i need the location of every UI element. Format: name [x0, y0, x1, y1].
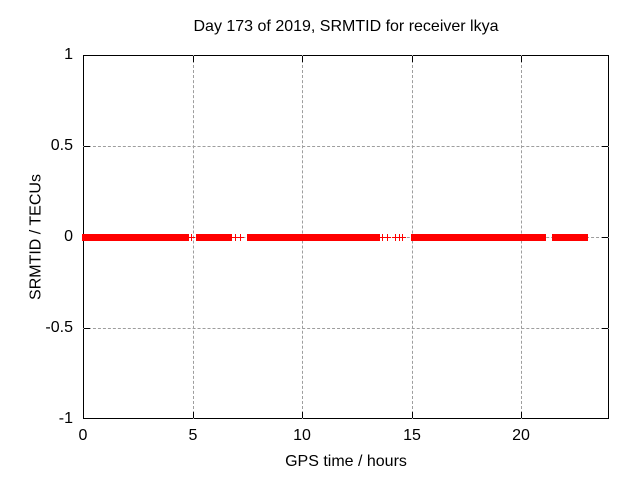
data-segment	[247, 234, 283, 241]
data-point-marker	[237, 234, 244, 241]
axis-tick	[521, 412, 522, 418]
y-tick-label: 0.5	[50, 137, 73, 154]
x-tick-label: 15	[403, 427, 421, 444]
data-point-marker	[384, 234, 391, 241]
data-point-marker	[232, 234, 239, 241]
gridline-horizontal	[83, 146, 609, 147]
axis-tick	[521, 56, 522, 62]
data-segment	[196, 234, 219, 241]
axis-tick	[84, 328, 90, 329]
axis-tick	[412, 412, 413, 418]
x-tick-label: 0	[78, 427, 88, 444]
axis-tick	[302, 56, 303, 62]
data-segment	[552, 234, 588, 241]
data-segment	[82, 234, 188, 241]
gridline-horizontal	[83, 328, 609, 329]
data-point-marker	[392, 234, 399, 241]
data-segment	[281, 234, 317, 241]
axis-tick	[602, 237, 608, 238]
data-point-marker	[399, 234, 406, 241]
x-tick-label: 10	[293, 427, 311, 444]
x-axis-label: GPS time / hours	[285, 453, 407, 470]
axis-tick	[412, 56, 413, 62]
axis-tick	[602, 328, 608, 329]
data-segment	[317, 234, 379, 241]
axis-tick	[602, 146, 608, 147]
data-segment	[411, 234, 546, 241]
chart-title: Day 173 of 2019, SRMTID for receiver lky…	[193, 18, 499, 35]
x-tick-label: 5	[188, 427, 198, 444]
x-tick-label: 20	[512, 427, 530, 444]
axis-tick	[193, 412, 194, 418]
y-tick-label: -1	[58, 410, 73, 427]
y-tick-label: -0.5	[45, 319, 73, 336]
axis-tick	[302, 412, 303, 418]
y-tick-label: 1	[64, 46, 73, 63]
axis-tick	[193, 56, 194, 62]
data-point-marker	[379, 234, 386, 241]
axis-tick	[84, 146, 90, 147]
y-tick-label: 0	[64, 228, 73, 245]
data-point-marker	[188, 234, 195, 241]
data-segment	[216, 234, 232, 241]
